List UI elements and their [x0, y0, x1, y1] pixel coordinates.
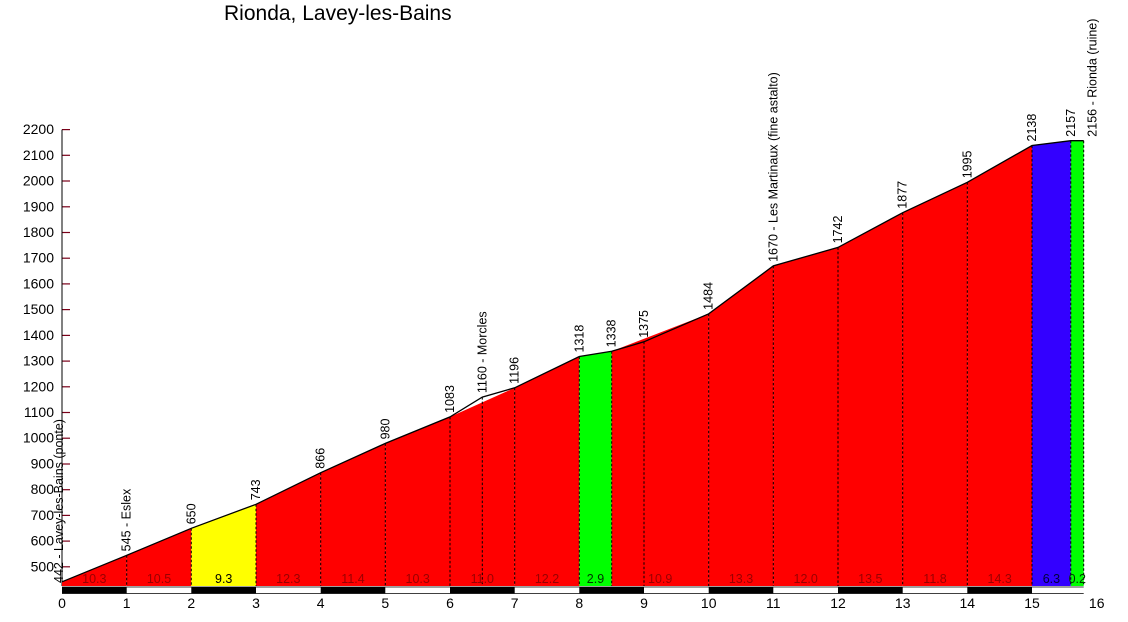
svg-text:10.5: 10.5: [147, 572, 171, 586]
svg-text:9.3: 9.3: [215, 572, 232, 586]
svg-text:1670 - Les Martinaux (fine ast: 1670 - Les Martinaux (fine astalto): [766, 72, 780, 262]
svg-text:650: 650: [184, 503, 198, 524]
svg-text:11: 11: [766, 595, 781, 611]
svg-text:1742: 1742: [831, 216, 845, 244]
svg-text:10.3: 10.3: [82, 572, 106, 586]
svg-text:2138: 2138: [1025, 114, 1039, 142]
svg-text:11.8: 11.8: [923, 572, 946, 586]
svg-text:14: 14: [960, 595, 976, 611]
svg-text:0: 0: [58, 595, 66, 611]
svg-text:12.0: 12.0: [794, 572, 818, 586]
svg-text:15: 15: [1024, 595, 1040, 611]
svg-text:5: 5: [381, 595, 389, 611]
svg-text:1800: 1800: [23, 224, 54, 240]
svg-text:13: 13: [895, 595, 911, 611]
svg-text:866: 866: [314, 448, 328, 469]
svg-text:1300: 1300: [23, 353, 54, 369]
svg-text:1877: 1877: [896, 181, 910, 209]
svg-text:2100: 2100: [23, 147, 54, 163]
svg-text:545 - Eslex: 545 - Eslex: [120, 488, 134, 551]
svg-text:14.3: 14.3: [988, 572, 1012, 586]
svg-text:10.3: 10.3: [406, 572, 430, 586]
svg-text:12: 12: [830, 595, 846, 611]
svg-text:11.4: 11.4: [341, 572, 364, 586]
svg-text:16: 16: [1089, 595, 1105, 611]
svg-text:9: 9: [640, 595, 648, 611]
svg-text:12.3: 12.3: [276, 572, 300, 586]
svg-text:1900: 1900: [23, 198, 54, 214]
svg-text:1200: 1200: [23, 378, 54, 394]
svg-text:1196: 1196: [508, 357, 522, 384]
svg-text:442 - Lavey-les-Bains (ponte): 442 - Lavey-les-Bains (ponte): [52, 419, 66, 583]
svg-text:6: 6: [446, 595, 454, 611]
svg-text:2000: 2000: [23, 173, 54, 189]
svg-text:1100: 1100: [24, 404, 54, 420]
svg-text:1600: 1600: [23, 275, 54, 291]
svg-text:1484: 1484: [702, 282, 716, 310]
svg-text:3: 3: [252, 595, 260, 611]
svg-text:800: 800: [31, 481, 55, 497]
svg-text:0.2: 0.2: [1069, 572, 1086, 586]
svg-text:1000: 1000: [23, 430, 54, 446]
svg-text:500: 500: [31, 558, 55, 574]
svg-text:2.9: 2.9: [587, 572, 604, 586]
svg-text:13.3: 13.3: [729, 572, 753, 586]
svg-text:700: 700: [31, 507, 55, 523]
svg-text:980: 980: [378, 418, 392, 439]
svg-text:13.5: 13.5: [858, 572, 882, 586]
svg-text:10.9: 10.9: [648, 572, 672, 586]
svg-text:12.2: 12.2: [535, 572, 559, 586]
svg-text:1995: 1995: [960, 150, 974, 178]
svg-text:600: 600: [31, 533, 55, 549]
svg-text:6.3: 6.3: [1043, 572, 1060, 586]
svg-text:743: 743: [249, 479, 263, 500]
svg-text:2157: 2157: [1064, 109, 1078, 137]
svg-text:4: 4: [317, 595, 325, 611]
svg-text:1318: 1318: [572, 325, 586, 353]
svg-text:900: 900: [31, 456, 55, 472]
svg-text:1375: 1375: [637, 310, 651, 338]
svg-text:7: 7: [511, 595, 519, 611]
svg-text:10: 10: [701, 595, 717, 611]
svg-text:1: 1: [123, 595, 131, 611]
svg-text:1500: 1500: [23, 301, 54, 317]
svg-text:2200: 2200: [23, 121, 54, 137]
svg-text:2156 - Rionda (ruine): 2156 - Rionda (ruine): [1086, 19, 1100, 137]
svg-text:11.0: 11.0: [471, 572, 494, 586]
svg-text:2: 2: [187, 595, 195, 611]
svg-text:1400: 1400: [23, 327, 54, 343]
svg-text:1338: 1338: [605, 319, 619, 347]
svg-text:1160 - Morcles: 1160 - Morcles: [475, 311, 489, 393]
svg-text:8: 8: [575, 595, 583, 611]
svg-text:1083: 1083: [443, 385, 457, 413]
svg-text:1700: 1700: [23, 250, 54, 266]
